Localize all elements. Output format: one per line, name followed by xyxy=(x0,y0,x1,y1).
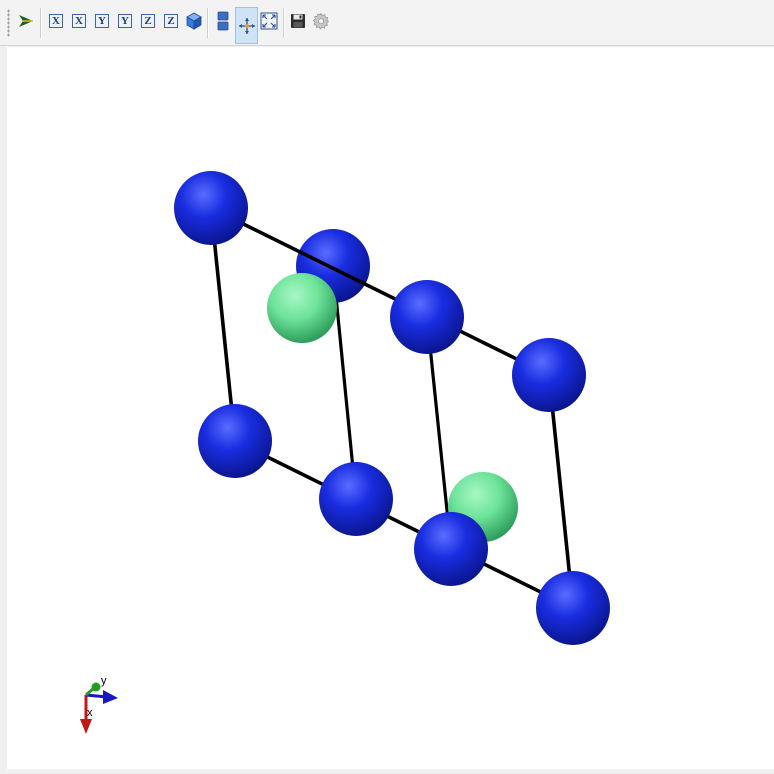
toolbar-separator xyxy=(40,8,42,38)
cube-icon xyxy=(186,12,202,30)
unit-cell-edges xyxy=(209,206,575,610)
z-axis-view-icon: Z xyxy=(141,14,155,28)
settings-button[interactable] xyxy=(311,10,331,32)
cell-edge xyxy=(233,439,575,610)
fit-to-view-icon xyxy=(260,12,278,30)
y-axis-view-icon: Y xyxy=(95,14,109,28)
view-x-pos-button[interactable]: X xyxy=(46,10,66,32)
layout-toggle-button[interactable] xyxy=(213,10,233,32)
cell-edge xyxy=(547,373,575,610)
layout-icon xyxy=(217,11,229,31)
gear-icon xyxy=(312,12,330,30)
isometric-view-button[interactable] xyxy=(184,10,204,32)
atom-blue[interactable] xyxy=(414,512,488,586)
y-axis-label: y xyxy=(101,675,107,687)
x-axis-arrow xyxy=(80,719,92,734)
pick-arrow-icon xyxy=(19,15,33,27)
save-image-button[interactable] xyxy=(288,10,308,32)
rotate-mode-button[interactable] xyxy=(235,7,258,44)
toolbar-separator xyxy=(283,8,285,38)
cell-edge xyxy=(209,206,551,377)
atom-green[interactable] xyxy=(267,273,337,343)
y-axis-arrow xyxy=(91,682,101,692)
view-y-pos-button[interactable]: Y xyxy=(92,10,112,32)
atom-blue[interactable] xyxy=(174,171,248,245)
rotate-icon xyxy=(238,17,255,34)
x-axis-view-icon: X xyxy=(72,14,86,28)
x-axis-label: x xyxy=(87,707,93,719)
pick-mode-button[interactable] xyxy=(16,10,36,32)
atom-blue[interactable] xyxy=(536,571,610,645)
fit-view-button[interactable] xyxy=(259,10,279,32)
axis-triad: y x xyxy=(80,675,118,734)
y-axis-view-icon: Y xyxy=(118,14,132,28)
toolbar-grip[interactable] xyxy=(7,9,10,37)
view-y-neg-button[interactable]: Y xyxy=(115,10,135,32)
toolbar: X X Y Y Z Z xyxy=(0,0,774,46)
cell-edge xyxy=(209,206,237,443)
save-icon xyxy=(291,14,305,28)
atom-blue[interactable] xyxy=(390,280,464,354)
view-z-neg-button[interactable]: Z xyxy=(161,10,181,32)
toolbar-separator xyxy=(207,8,209,38)
view-x-neg-button[interactable]: X xyxy=(69,10,89,32)
atom-blue[interactable] xyxy=(198,404,272,478)
z-axis-arrow xyxy=(103,690,118,704)
atom-blue[interactable] xyxy=(319,462,393,536)
z-axis-view-icon: Z xyxy=(164,14,178,28)
view-z-pos-button[interactable]: Z xyxy=(138,10,158,32)
atom-blue[interactable] xyxy=(512,338,586,412)
3d-viewport[interactable]: y x xyxy=(7,47,774,769)
cell-edge xyxy=(425,315,453,551)
x-axis-view-icon: X xyxy=(49,14,63,28)
crystal-structure-scene[interactable]: y x xyxy=(7,47,774,769)
